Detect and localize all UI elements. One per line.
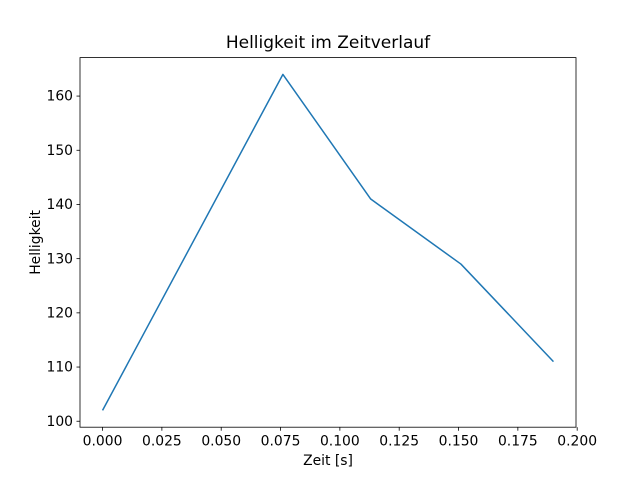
- y-axis-label: Helligkeit: [28, 209, 44, 274]
- x-tick-label: 0.175: [498, 433, 538, 449]
- chart-title: Helligkeit im Zeitverlauf: [226, 33, 431, 53]
- y-tick-label: 160: [46, 89, 73, 105]
- y-tick-label: 100: [46, 414, 73, 430]
- x-tick-label: 0.125: [379, 433, 419, 449]
- y-tick-label: 140: [46, 197, 73, 213]
- x-tick-label: 0.050: [201, 433, 241, 449]
- axes-frame: [79, 57, 577, 428]
- x-tick-label: 0.100: [320, 433, 360, 449]
- x-tick-label: 0.150: [439, 433, 479, 449]
- x-tick-label: 0.000: [83, 433, 123, 449]
- x-tick-label: 0.075: [261, 433, 301, 449]
- x-tick-label: 0.025: [142, 433, 182, 449]
- y-tick-label: 110: [46, 360, 73, 376]
- y-tick-label: 120: [46, 305, 73, 321]
- y-tick-label: 150: [46, 143, 73, 159]
- y-tick-label: 130: [46, 251, 73, 267]
- data-line: [101, 73, 554, 411]
- x-tick-label: 0.200: [557, 433, 597, 449]
- x-axis-label: Zeit [s]: [303, 453, 353, 469]
